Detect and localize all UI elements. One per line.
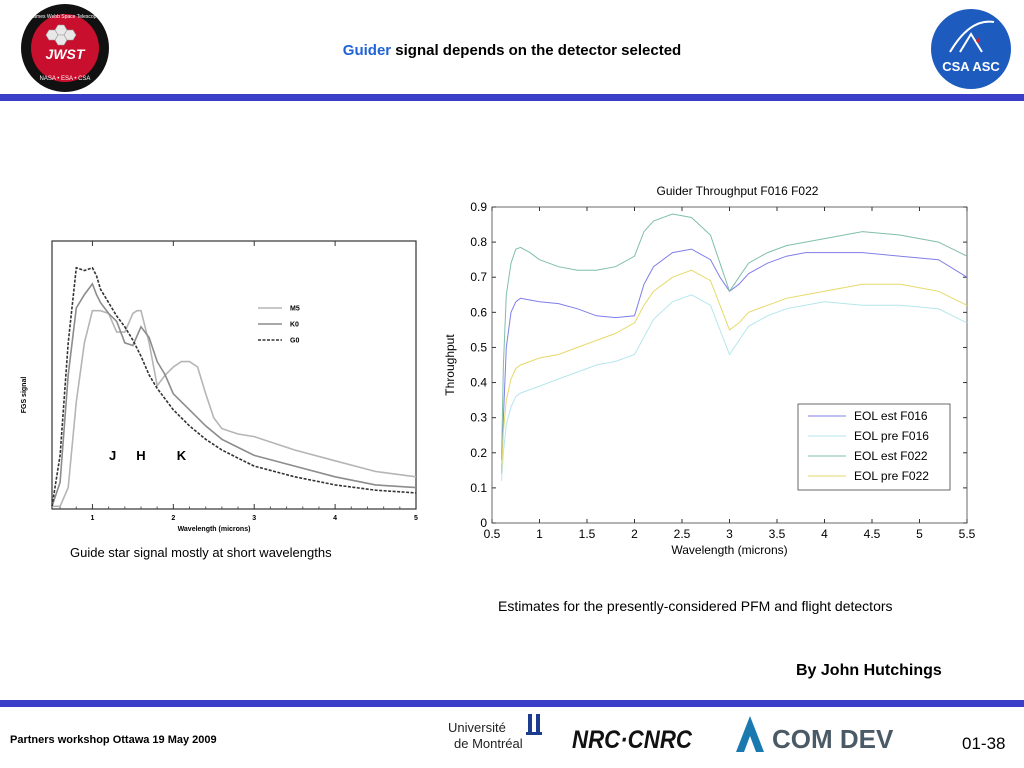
left-series-k0-line xyxy=(51,282,417,507)
slide-title: Guider signal depends on the detector se… xyxy=(0,42,1024,59)
montreal-logo-line1: Université xyxy=(448,720,506,735)
csa-logo-text: CSA ASC xyxy=(942,59,1000,74)
right-legend-label: EOL pre F022 xyxy=(854,469,929,483)
left-plot-frame xyxy=(51,240,417,510)
left-legend-label: M5 xyxy=(290,306,300,313)
right-legend-label: EOL pre F016 xyxy=(854,429,929,443)
right-y-tick-label: 0.4 xyxy=(470,376,487,390)
montreal-logo-line2: de Montréal xyxy=(454,736,523,751)
right-y-tick-label: 0.6 xyxy=(470,305,487,319)
nrc-cnrc-logo: NRC·CNRC xyxy=(572,722,696,754)
right-series-line xyxy=(501,269,968,474)
comdev-logo-text: COM DEV xyxy=(772,724,894,754)
left-chart-caption: Guide star signal mostly at short wavele… xyxy=(70,545,332,560)
jwst-logo-bottom-text: NASA • ESA • CSA xyxy=(40,76,91,82)
maple-leaf-icon xyxy=(976,37,980,43)
right-series-line xyxy=(501,294,968,481)
right-y-tick-label: 0.8 xyxy=(470,235,487,249)
left-series-g0-line xyxy=(51,266,417,507)
right-x-tick-label: 2 xyxy=(631,527,638,541)
right-y-tick-label: 0.9 xyxy=(470,200,487,214)
guider-throughput-chart: Guider Throughput F016 F022 0.5 1 1.5 2 2.5 3 3… xyxy=(443,184,976,557)
right-x-tick-label: 4 xyxy=(821,527,828,541)
page-number: 01-38 xyxy=(962,734,1006,753)
comdev-logo: COM DEV xyxy=(732,712,902,756)
left-band-label-h: H xyxy=(136,448,145,463)
left-x-tick-label: 1 xyxy=(90,515,94,522)
left-series-m5-line xyxy=(52,309,417,508)
right-y-tick-label: 0.1 xyxy=(470,481,487,495)
header-divider-bar xyxy=(0,94,1024,101)
csa-logo: CSA ASC xyxy=(930,8,1012,90)
right-y-tick-label: 0.2 xyxy=(470,446,487,460)
right-x-tick-label: 5 xyxy=(916,527,923,541)
right-y-tick-label: 0.7 xyxy=(470,270,487,284)
left-band-label-j: J xyxy=(109,448,116,463)
right-series-line xyxy=(501,213,968,460)
right-x-tick-label: 2.5 xyxy=(674,527,691,541)
right-series-line xyxy=(501,248,968,474)
footer-event-text: Partners workshop Ottawa 19 May 2009 xyxy=(10,734,217,746)
csa-logo-disc-icon xyxy=(931,9,1011,89)
right-x-tick-label: 0.5 xyxy=(484,527,501,541)
montreal-crest-icon xyxy=(526,714,542,735)
telescope-mirror-icon xyxy=(45,24,77,46)
jwst-logo-ring-text: James Webb Space Telescope xyxy=(31,14,100,20)
right-legend-label: EOL est F016 xyxy=(854,409,928,423)
montreal-logo: Université de Montréal xyxy=(446,712,550,756)
comdev-emblem-icon xyxy=(736,716,764,752)
left-x-axis-label: Wavelength (microns) xyxy=(178,526,251,533)
right-x-tick-label: 3.5 xyxy=(769,527,786,541)
right-x-axis-label: Wavelength (microns) xyxy=(671,543,787,557)
slide-title-rest: signal depends on the detector selected xyxy=(391,42,682,59)
jwst-logo-disc-icon xyxy=(31,14,99,82)
jwst-logo: JWST NASA • ESA • CSA James Webb Space T… xyxy=(18,3,112,93)
right-chart-caption: Estimates for the presently-considered P… xyxy=(498,598,893,614)
slide-title-accent: Guider xyxy=(342,42,392,59)
right-chart-title: Guider Throughput F016 F022 xyxy=(657,184,819,198)
left-legend-label: K0 xyxy=(290,322,299,329)
left-y-axis-label: FGS signal xyxy=(21,377,28,414)
left-x-tick-label: 2 xyxy=(171,515,175,522)
right-x-tick-label: 1.5 xyxy=(579,527,596,541)
left-x-tick-label: 3 xyxy=(252,515,256,522)
right-y-tick-label: 0.5 xyxy=(470,340,487,354)
right-x-tick-label: 3 xyxy=(726,527,733,541)
right-x-tick-label: 1 xyxy=(536,527,543,541)
nrc-cnrc-logo-text: NRC·CNRC xyxy=(572,726,693,754)
footer-divider-bar xyxy=(0,700,1024,707)
right-x-tick-label: 4.5 xyxy=(864,527,881,541)
right-y-axis-label: Throughput xyxy=(443,334,457,396)
fgs-signal-chart: 1 2 3 4 5 Wavelength (microns) FGS signal M5 K0 G… xyxy=(21,240,418,533)
right-y-tick-label: 0 xyxy=(480,516,487,530)
author-credit: By John Hutchings xyxy=(796,662,942,679)
left-legend-label: G0 xyxy=(290,338,299,345)
left-x-tick-label: 4 xyxy=(333,515,337,522)
jwst-logo-text: JWST xyxy=(46,46,86,62)
csa-a-shape-icon xyxy=(959,32,983,53)
right-legend-label: EOL est F022 xyxy=(854,449,928,463)
orbit-swoosh-icon xyxy=(949,20,995,53)
left-x-tick-label: 5 xyxy=(414,515,418,522)
right-y-tick-label: 0.3 xyxy=(470,411,487,425)
left-band-label-k: K xyxy=(177,448,187,463)
right-x-tick-label: 5.5 xyxy=(959,527,976,541)
